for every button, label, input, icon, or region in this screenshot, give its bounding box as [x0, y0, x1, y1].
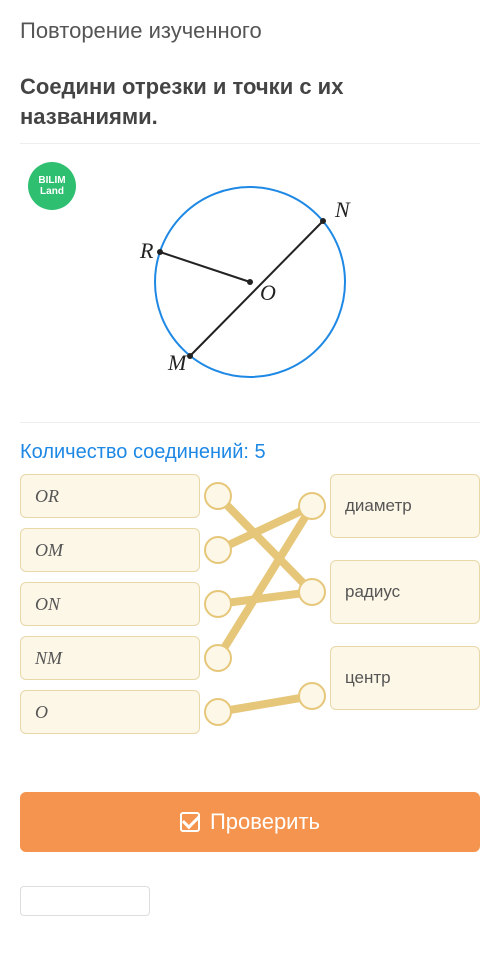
connections-count: Количество соединений: 5 — [20, 441, 480, 464]
left-item-OM[interactable]: OM — [20, 528, 200, 572]
right-item-diameter[interactable]: диаметр — [330, 474, 480, 538]
right-item-label: центр — [345, 668, 391, 688]
footer-element[interactable] — [20, 886, 150, 916]
page-container: Повторение изученного Соедини отрезки и … — [0, 0, 500, 934]
left-column: OR OM ON NM O — [20, 474, 200, 744]
svg-text:M: M — [167, 350, 188, 375]
matching-area: OR OM ON NM O диаметр радиус центр — [20, 474, 480, 764]
logo-badge: BILIM Land — [28, 162, 76, 210]
task-title: Соедини отрезки и точки с их названиями. — [20, 72, 480, 131]
svg-text:N: N — [334, 197, 351, 222]
check-icon — [180, 812, 200, 832]
right-column: диаметр радиус центр — [330, 474, 480, 732]
left-item-OR[interactable]: OR — [20, 474, 200, 518]
right-item-center[interactable]: центр — [330, 646, 480, 710]
check-button[interactable]: Проверить — [20, 792, 480, 852]
circle-diagram: N R M O — [90, 152, 410, 412]
section-title: Повторение изученного — [20, 18, 480, 44]
svg-text:O: O — [260, 280, 276, 305]
diagram-area: BILIM Land N R M O — [20, 143, 480, 423]
right-item-label: диаметр — [345, 496, 412, 516]
left-item-label: ON — [35, 594, 60, 615]
left-item-label: O — [35, 702, 48, 723]
left-item-NM[interactable]: NM — [20, 636, 200, 680]
left-item-ON[interactable]: ON — [20, 582, 200, 626]
svg-text:R: R — [139, 238, 154, 263]
left-item-label: NM — [35, 648, 62, 669]
right-item-label: радиус — [345, 582, 400, 602]
left-item-label: OM — [35, 540, 63, 561]
left-item-label: OR — [35, 486, 59, 507]
check-button-label: Проверить — [210, 809, 320, 835]
right-item-radius[interactable]: радиус — [330, 560, 480, 624]
left-item-O[interactable]: O — [20, 690, 200, 734]
